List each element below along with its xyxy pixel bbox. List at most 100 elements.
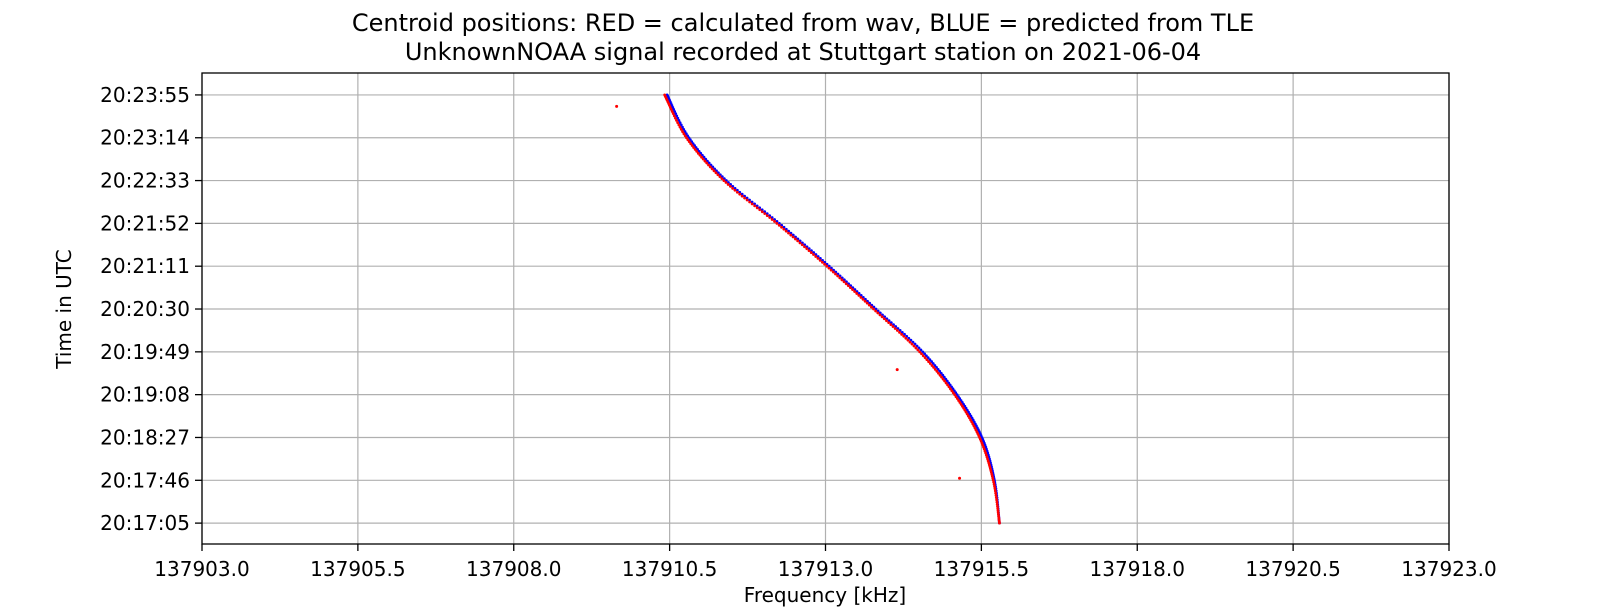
calculated-point bbox=[784, 229, 788, 233]
calculated-point bbox=[782, 227, 786, 231]
predicted-point bbox=[765, 212, 769, 216]
calculated-point bbox=[789, 233, 793, 237]
calculated-point bbox=[690, 144, 694, 147]
calculated-point bbox=[831, 270, 835, 274]
calculated-point bbox=[949, 387, 952, 391]
calculated-point bbox=[882, 317, 886, 321]
calculated-point bbox=[889, 323, 893, 326]
calculated-point bbox=[823, 262, 826, 266]
calculated-point bbox=[953, 393, 956, 397]
calculated-point bbox=[718, 175, 722, 179]
calculated-point bbox=[951, 391, 955, 395]
y-tick-label: 20:20:30 bbox=[100, 297, 190, 321]
calculated-point bbox=[770, 218, 774, 221]
calculated-point bbox=[814, 255, 818, 258]
y-tick-label: 20:17:46 bbox=[100, 468, 190, 492]
calculated-point bbox=[861, 297, 865, 301]
calculated-point bbox=[685, 136, 688, 140]
calculated-point bbox=[720, 177, 724, 181]
predicted-point bbox=[673, 110, 677, 113]
calculated-point bbox=[733, 188, 737, 192]
calculated-point bbox=[995, 498, 999, 502]
y-tick-label: 20:23:14 bbox=[100, 126, 190, 150]
calculated-point bbox=[993, 485, 996, 488]
calculated-outlier-point bbox=[615, 104, 619, 108]
x-tick-label: 137918.0 bbox=[1090, 557, 1185, 581]
calculated-point bbox=[796, 239, 800, 243]
calculated-point bbox=[838, 276, 842, 280]
axis-ticks: 137903.0 137905.5 137908.0 137910.5 137913.0… bbox=[100, 83, 1497, 581]
calculated-point bbox=[745, 198, 749, 202]
calculated-point bbox=[900, 332, 904, 336]
calculated-point bbox=[763, 212, 767, 216]
calculated-point bbox=[755, 206, 759, 210]
calculated-point bbox=[872, 307, 875, 311]
calculated-point bbox=[683, 134, 687, 138]
calculated-point bbox=[712, 169, 716, 173]
x-tick-label: 137903.0 bbox=[154, 557, 249, 581]
calculated-point bbox=[932, 366, 936, 369]
predicted-point bbox=[677, 118, 681, 122]
calculated-point bbox=[701, 157, 705, 161]
predicted-point bbox=[684, 132, 688, 136]
predicted-point bbox=[763, 210, 767, 214]
calculated-point bbox=[780, 225, 783, 229]
calculated-point bbox=[753, 204, 757, 208]
x-tick-label: 137908.0 bbox=[466, 557, 561, 581]
calculated-point bbox=[787, 231, 790, 235]
calculated-point bbox=[773, 220, 776, 223]
calculated-point bbox=[950, 389, 954, 393]
calculated-point bbox=[914, 346, 918, 350]
predicted-point bbox=[683, 130, 687, 133]
calculated-point bbox=[937, 371, 940, 375]
y-tick-label: 20:21:11 bbox=[100, 254, 190, 278]
calculated-point bbox=[912, 344, 916, 348]
grid bbox=[201, 73, 1450, 544]
y-axis-label: Time in UTC bbox=[52, 249, 76, 370]
calculated-point bbox=[695, 149, 699, 153]
calculated-point bbox=[716, 173, 720, 177]
calculated-point bbox=[996, 509, 1000, 513]
calculated-point bbox=[993, 489, 997, 493]
calculated-point bbox=[920, 352, 923, 356]
y-tick-label: 20:18:27 bbox=[100, 425, 190, 449]
calculated-point bbox=[765, 214, 769, 218]
predicted-point bbox=[745, 196, 749, 200]
calculated-point bbox=[885, 319, 888, 323]
chart-title: Centroid positions: RED = calculated fro… bbox=[352, 9, 1254, 37]
calculated-point bbox=[927, 360, 930, 363]
calculated-point bbox=[870, 305, 873, 309]
predicted-point bbox=[676, 116, 680, 120]
calculated-point bbox=[867, 303, 871, 307]
calculated-point bbox=[670, 110, 674, 113]
calculated-point bbox=[851, 288, 854, 291]
calculated-point bbox=[921, 354, 925, 358]
calculated-point bbox=[703, 159, 707, 163]
calculated-point bbox=[678, 125, 682, 129]
calculated-point bbox=[671, 112, 675, 116]
calculated-point bbox=[689, 142, 693, 145]
calculated-point bbox=[996, 507, 1000, 511]
calculated-point bbox=[941, 377, 945, 381]
calculated-point bbox=[791, 235, 795, 239]
calculated-point bbox=[686, 138, 690, 142]
calculated-point bbox=[748, 200, 752, 204]
calculated-point bbox=[677, 123, 681, 127]
x-tick-label: 137915.5 bbox=[934, 557, 1029, 581]
calculated-point bbox=[673, 116, 677, 120]
calculated-point bbox=[944, 381, 948, 385]
calculated-point bbox=[887, 321, 891, 325]
calculated-point bbox=[829, 268, 833, 272]
calculated-point bbox=[724, 181, 728, 184]
chart-subtitle: UnknownNOAA signal recorded at Stuttgart… bbox=[405, 38, 1201, 66]
calculated-point bbox=[910, 342, 914, 346]
calculated-point bbox=[663, 93, 667, 97]
predicted-point bbox=[740, 192, 744, 196]
calculated-point bbox=[768, 216, 772, 219]
calculated-point bbox=[994, 491, 998, 495]
calculated-point bbox=[740, 194, 744, 198]
calculated-point bbox=[726, 183, 730, 186]
calculated-outlier-point bbox=[895, 368, 899, 372]
calculated-point bbox=[805, 247, 809, 251]
